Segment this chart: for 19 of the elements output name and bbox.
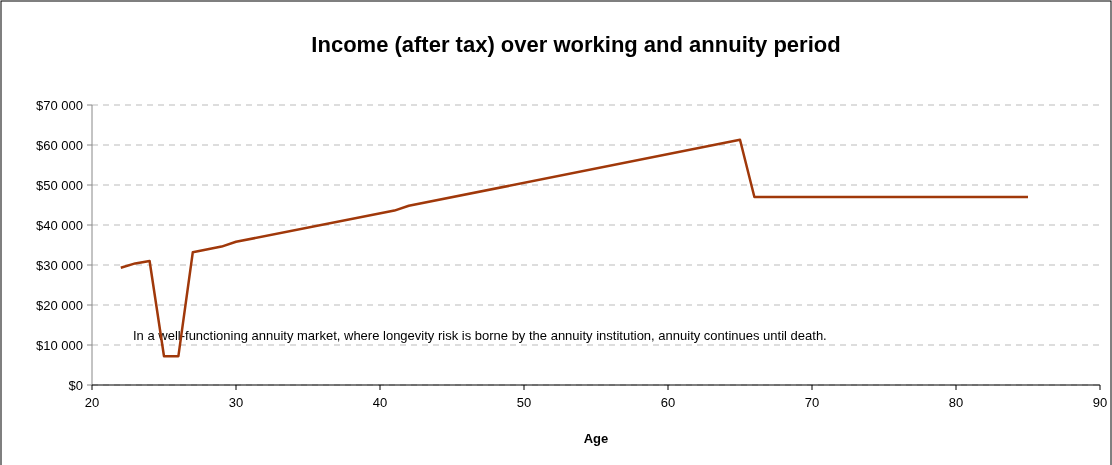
y-tick-label: $10 000 [36, 337, 83, 353]
chart-title: Income (after tax) over working and annuity period [311, 32, 841, 57]
y-tick-label: $70 000 [36, 97, 83, 113]
x-tick-label: 20 [84, 395, 100, 410]
x-tick-label: 80 [948, 395, 964, 410]
x-tick-label: 40 [372, 395, 388, 410]
y-tick-label: $20 000 [36, 297, 83, 313]
y-tick-label: $30 000 [36, 257, 83, 273]
x-tick-label: 50 [516, 395, 532, 410]
y-tick-label: $50 000 [36, 177, 83, 193]
y-tick-label: $0 [68, 377, 83, 393]
x-tick-label: 70 [804, 395, 820, 410]
x-tick-label: 90 [1092, 395, 1108, 410]
x-tick-label: 30 [228, 395, 244, 410]
y-tick-label: $40 000 [36, 217, 83, 233]
x-tick-label: 60 [660, 395, 676, 410]
y-tick-label: $60 000 [36, 137, 83, 153]
x-axis-title: Age [583, 431, 609, 446]
line-series [119, 138, 1030, 358]
